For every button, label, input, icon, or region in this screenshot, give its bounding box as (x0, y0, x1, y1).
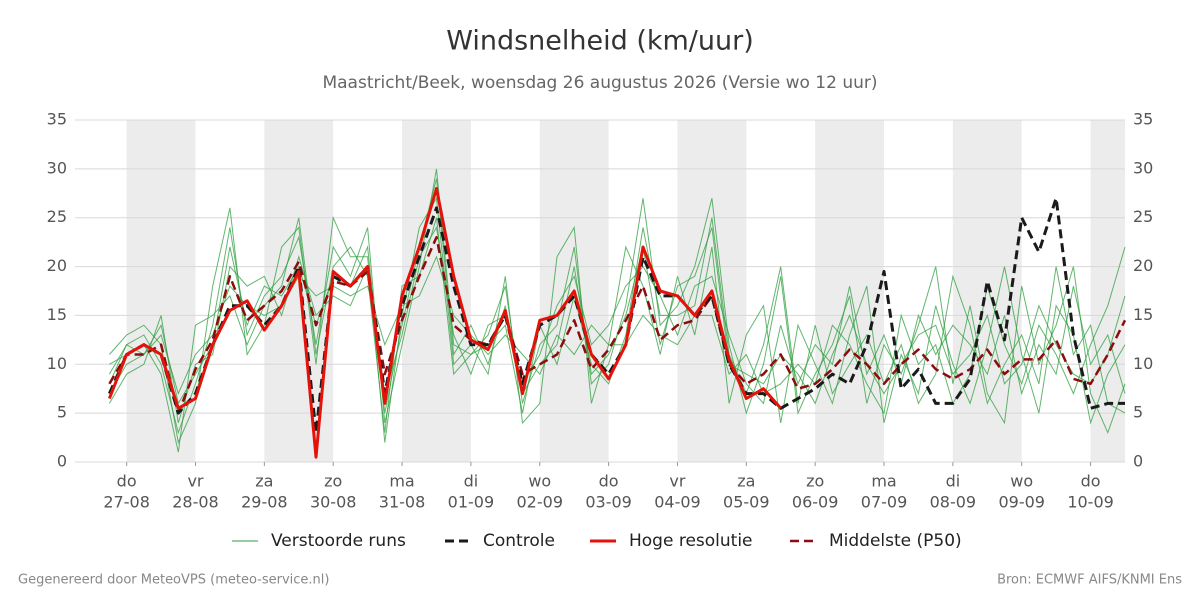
x-tick-day: ma (871, 472, 896, 491)
legend-label: Middelste (P50) (829, 531, 962, 551)
legend-label: Controle (483, 531, 555, 551)
y-tick-label: 10 (47, 354, 67, 373)
y-tick-label: 30 (47, 158, 67, 177)
x-tick-day: zo (324, 472, 342, 491)
legend-label: Verstoorde runs (271, 531, 406, 551)
x-tick-date: 31-08 (379, 493, 426, 512)
x-tick-date: 01-09 (448, 493, 495, 512)
x-tick-date: 08-09 (930, 493, 977, 512)
x-tick-day: do (599, 472, 619, 491)
y-tick-label: 25 (47, 207, 67, 226)
x-tick-day: vr (187, 472, 203, 491)
x-tick-day: wo (528, 472, 551, 491)
day-band (952, 120, 1022, 462)
y2-tick-label: 30 (1133, 158, 1153, 177)
day-band (126, 120, 196, 462)
legend-label: Hoge resolutie (629, 531, 753, 551)
x-tick-date: 06-09 (792, 493, 839, 512)
x-tick-date: 29-08 (241, 493, 288, 512)
chart-subtitle: Maastricht/Beek, woensdag 26 augustus 20… (322, 73, 877, 93)
y2-tick-label: 10 (1133, 354, 1153, 373)
y-tick-label: 20 (47, 256, 67, 275)
x-tick-day: di (946, 472, 961, 491)
x-tick-date: 05-09 (723, 493, 770, 512)
x-tick-day: za (737, 472, 755, 491)
y-tick-label: 15 (47, 305, 67, 324)
x-tick-date: 09-09 (998, 493, 1045, 512)
x-tick-date: 27-08 (103, 493, 150, 512)
x-tick-date: 28-08 (172, 493, 219, 512)
x-tick-date: 02-09 (517, 493, 564, 512)
x-tick-day: za (255, 472, 273, 491)
day-band (264, 120, 334, 462)
x-tick-date: 10-09 (1067, 493, 1114, 512)
y2-tick-label: 25 (1133, 207, 1153, 226)
day-band (1090, 120, 1125, 462)
x-tick-day: zo (806, 472, 824, 491)
y2-tick-label: 15 (1133, 305, 1153, 324)
y-tick-label: 0 (57, 452, 67, 471)
y2-tick-label: 5 (1133, 403, 1143, 422)
day-band (815, 120, 885, 462)
x-tick-date: 30-08 (310, 493, 357, 512)
footer-right: Bron: ECMWF AIFS/KNMI Ens (997, 573, 1182, 588)
series-line (108, 236, 1127, 415)
x-tick-day: do (1081, 472, 1101, 491)
footer-left: Gegenereerd door MeteoVPS (meteo-service… (18, 573, 329, 588)
ensemble-line (108, 178, 1126, 414)
chart-title: Windsnelheid (km/uur) (446, 26, 754, 57)
x-tick-day: wo (1010, 472, 1033, 491)
y2-tick-label: 35 (1133, 110, 1153, 129)
series-line (108, 186, 782, 459)
x-tick-day: vr (669, 472, 685, 491)
y-tick-label: 5 (57, 403, 67, 422)
x-tick-day: do (117, 472, 137, 491)
x-tick-day: ma (389, 472, 414, 491)
y-tick-label: 35 (47, 110, 67, 129)
x-tick-date: 04-09 (654, 493, 701, 512)
x-tick-date: 07-09 (861, 493, 908, 512)
x-tick-day: di (464, 472, 479, 491)
y2-tick-label: 0 (1133, 452, 1143, 471)
y2-tick-label: 20 (1133, 256, 1153, 275)
x-tick-date: 03-09 (585, 493, 632, 512)
